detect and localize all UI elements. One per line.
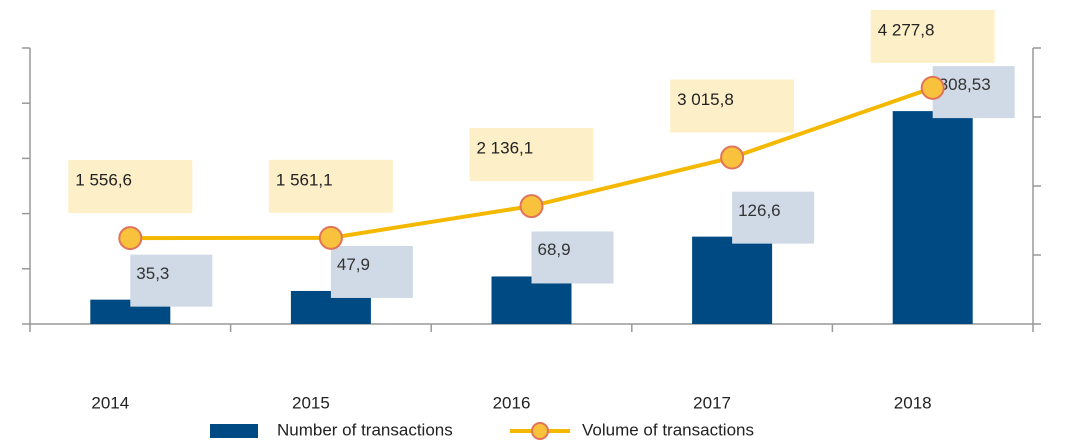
line-value-label: 4 277,8 [878,20,935,39]
line-marker [318,225,343,250]
line-marker [118,226,143,251]
bar-label-area: 68,9 [537,240,571,260]
line-label-box [268,159,393,213]
line-marker [519,194,544,219]
bar-value-label: 35,3 [136,263,170,283]
bar-label-area: 47,9 [336,254,370,274]
bar-label-area: 308,53 [938,75,991,95]
bar-value-label: 47,9 [336,254,370,274]
bar-label-box [130,254,213,307]
bar-label-area: 35,3 [136,263,170,283]
bar-label-box [531,231,614,284]
bar [491,276,572,324]
line-marker [720,145,745,170]
legend-label: Volume of transactions [582,420,754,439]
line-value-label: 2 136,1 [477,139,534,158]
legend-swatch [531,422,549,440]
bar-value-label: 126,6 [738,200,781,220]
bar-label-box [932,66,1015,119]
line-marker [920,75,945,100]
line-value-label: 1 561,1 [276,170,333,189]
x-tick-label: 2014 [91,393,129,412]
bar [892,111,973,324]
bar-label-area: 126,6 [738,200,781,220]
line-label-box [870,9,995,63]
line-value-label: 3 015,8 [677,90,734,109]
line-label-box [68,160,193,214]
bar-value-label: 68,9 [537,240,571,260]
x-tick-label: 2015 [292,393,330,412]
x-tick-label: 2016 [493,393,531,412]
bar-label-box [732,191,815,244]
line-label-box [469,128,594,182]
legend-label: Number of transactions [277,420,453,439]
bar-label-box [330,245,413,298]
x-tick-label: 2017 [693,393,731,412]
bar-value-label: 308,53 [938,75,991,95]
bar [692,236,773,324]
line-label-box [670,79,795,133]
legend-swatch [210,424,258,438]
x-tick-label: 2018 [894,393,932,412]
line-value-label: 1 556,6 [75,171,132,190]
